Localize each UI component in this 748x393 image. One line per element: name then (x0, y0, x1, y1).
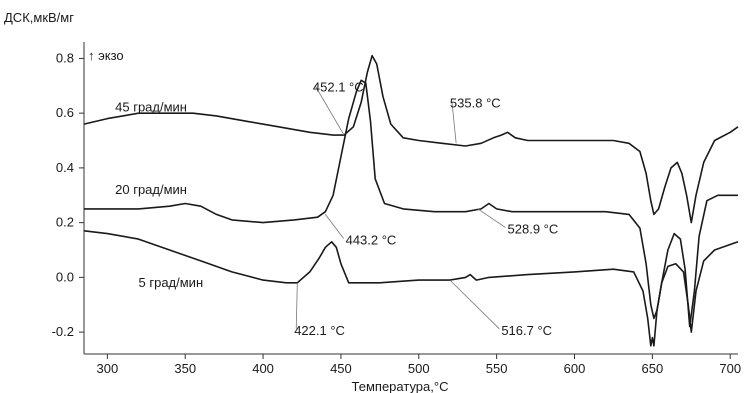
series-line (83, 230, 739, 347)
x-tick-label: 500 (408, 361, 430, 376)
x-tick-label: 700 (719, 361, 741, 376)
x-tick-label: 600 (564, 361, 586, 376)
series-labels: 45 град/мин 20 град/мин 5 град/мин (115, 100, 203, 290)
annotation-label: 528.9 °C (508, 222, 559, 237)
y-tick-label: 0.6 (56, 105, 74, 120)
y-axis-title: ДСК,мкВ/мг (4, 10, 74, 25)
annotation-label: 516.7 °C (501, 323, 552, 338)
y-axis-ticks: 0.8 0.6 0.4 0.2 0.0 -0.2 (52, 50, 84, 339)
series-line (84, 79, 738, 328)
x-tick-label: 300 (97, 361, 119, 376)
x-tick-label: 400 (252, 361, 274, 376)
x-axis-ticks: 300 350 400 450 500 550 600 650 700 (97, 354, 741, 376)
annotation-label: 422.1 °C (294, 323, 345, 338)
series-lines (83, 54, 739, 347)
y-tick-label: 0.0 (56, 269, 74, 284)
x-tick-label: 350 (174, 361, 196, 376)
exo-indicator: ↑ экзо (88, 48, 124, 63)
y-tick-label: -0.2 (52, 324, 74, 339)
x-tick-label: 650 (642, 361, 664, 376)
annotation-leader (449, 279, 500, 330)
annotation-leader (477, 208, 506, 228)
plot-frame (83, 42, 738, 355)
series-label: 20 град/мин (115, 182, 187, 197)
annotations: 452.1 °C 535.8 °C 443.2 °C 528.9 °C 422.1 °C… (294, 79, 558, 338)
series-label: 5 град/мин (139, 275, 204, 290)
x-axis-title: Температура,°C (352, 379, 449, 393)
y-tick-label: 0.8 (56, 50, 74, 65)
annotation-label: 535.8 °C (450, 96, 501, 111)
annotation-leader (295, 282, 298, 329)
y-tick-label: 0.4 (56, 160, 74, 175)
series-label: 45 град/мин (115, 100, 187, 115)
annotation-label: 452.1 °C (313, 79, 364, 94)
x-tick-label: 550 (486, 361, 508, 376)
annotation-leader (451, 101, 457, 144)
series-line (83, 54, 739, 224)
annotation-leader (314, 85, 345, 136)
x-tick-label: 450 (330, 361, 352, 376)
annotation-leader (325, 214, 344, 239)
annotation-label: 443.2 °C (346, 233, 397, 248)
y-tick-label: 0.2 (56, 215, 74, 230)
